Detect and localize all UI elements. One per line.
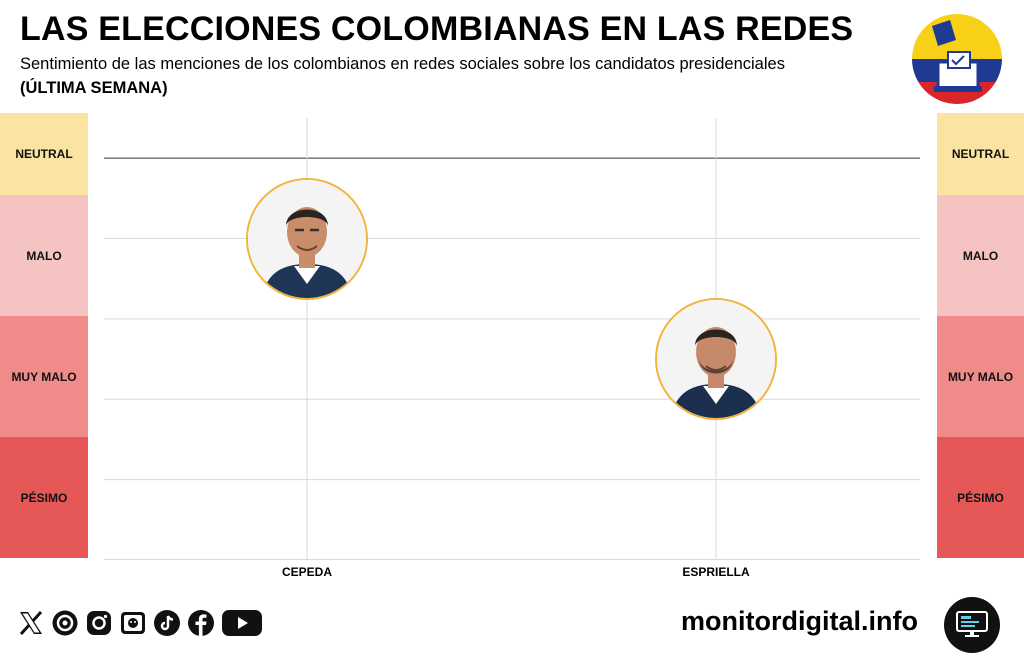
page-subtitle: Sentimiento de las menciones de los colo… [20,55,785,73]
band-muy-malo-right: MUY MALO [937,316,1024,437]
band-malo-right: MALO [937,195,1024,316]
band-muy-malo-left: MUY MALO [0,316,88,437]
sentiment-scale-left: NEUTRAL MALO MUY MALO PÉSIMO [0,113,88,558]
marker-cepeda [246,177,368,300]
site-name[interactable]: monitordigital.info [681,606,918,636]
band-neutral-right: NEUTRAL [937,113,1024,195]
chart-grid [104,118,920,560]
band-pesimo-left: PÉSIMO [0,437,88,558]
period-label: (ÚLTIMA SEMANA) [20,79,168,97]
band-pesimo-right: PÉSIMO [937,437,1024,558]
band-malo-left: MALO [0,195,88,316]
band-neutral-left: NEUTRAL [0,113,88,195]
social-links [16,608,264,638]
facebook-icon[interactable] [186,608,216,638]
news-icon[interactable] [118,608,148,638]
marker-espriella [655,298,777,421]
sentiment-chart [104,118,920,560]
threads-icon[interactable] [50,608,80,638]
x-icon[interactable] [16,608,46,638]
monitor-icon[interactable] [944,597,1000,653]
page-title: LAS ELECCIONES COLOMBIANAS EN LAS REDES [20,10,854,48]
sentiment-scale-right: NEUTRAL MALO MUY MALO PÉSIMO [937,113,1024,558]
category-label-cepeda: CEPEDA [281,565,333,579]
ballot-box-flag-icon [912,14,1002,104]
tiktok-icon[interactable] [152,608,182,638]
instagram-icon[interactable] [84,608,114,638]
youtube-icon[interactable] [220,608,264,638]
category-label-espriella: ESPRIELLA [682,565,750,579]
